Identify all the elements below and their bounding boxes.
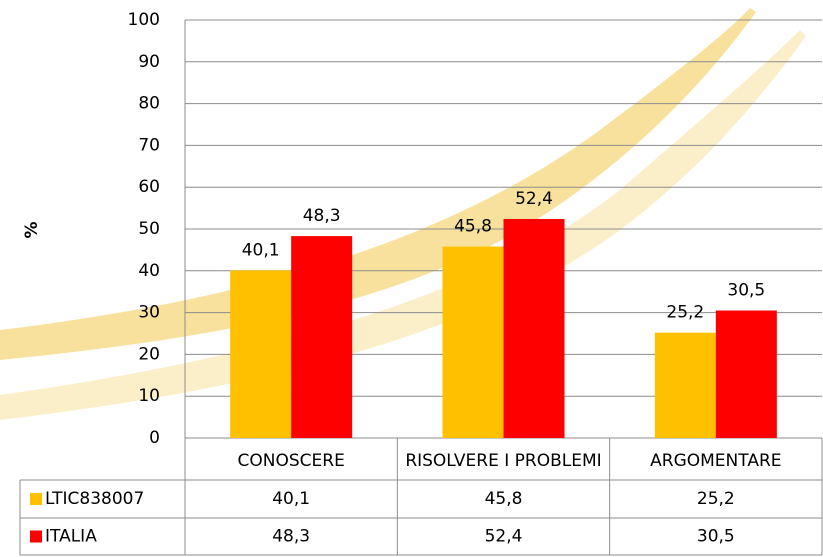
table-cell: 30,5 — [697, 527, 735, 547]
y-tick-label: 100 — [128, 10, 160, 30]
y-tick-label: 10 — [138, 386, 160, 406]
bar — [503, 218, 565, 438]
y-tick-label: 40 — [138, 261, 160, 281]
y-tick-label: 80 — [138, 94, 160, 114]
bar — [291, 236, 353, 438]
legend-swatch — [30, 530, 42, 543]
category-label: ARGOMENTARE — [650, 451, 781, 471]
bar — [230, 270, 292, 438]
value-label: 30,5 — [727, 281, 765, 301]
value-label: 48,3 — [303, 206, 341, 226]
y-tick-label: 90 — [138, 52, 160, 72]
table-cell: 40,1 — [272, 489, 310, 509]
value-label: 52,4 — [515, 189, 553, 209]
bar — [442, 246, 504, 438]
y-tick-label: 60 — [138, 177, 160, 197]
bar — [654, 332, 716, 438]
y-tick-label: 0 — [149, 428, 160, 448]
decor-swoosh — [0, 8, 756, 360]
y-axis-label: % — [22, 221, 42, 238]
value-label: 40,1 — [242, 240, 280, 260]
value-label: 25,2 — [666, 303, 704, 323]
table-cell: 52,4 — [485, 527, 523, 547]
category-label: RISOLVERE I PROBLEMI — [405, 451, 601, 471]
value-label: 45,8 — [454, 217, 492, 237]
table-cell: 45,8 — [485, 489, 523, 509]
table-cell: 25,2 — [697, 489, 735, 509]
y-tick-label: 70 — [138, 135, 160, 155]
y-tick-label: 30 — [138, 303, 160, 323]
legend-swatch — [30, 493, 42, 505]
category-label: CONOSCERE — [238, 451, 345, 471]
y-tick-label: 20 — [138, 344, 160, 364]
legend-label: LTIC838007 — [45, 489, 144, 509]
y-tick-label: 50 — [138, 219, 160, 239]
bar — [715, 310, 777, 438]
legend-label: ITALIA — [45, 527, 97, 547]
table-cell: 48,3 — [272, 527, 310, 547]
